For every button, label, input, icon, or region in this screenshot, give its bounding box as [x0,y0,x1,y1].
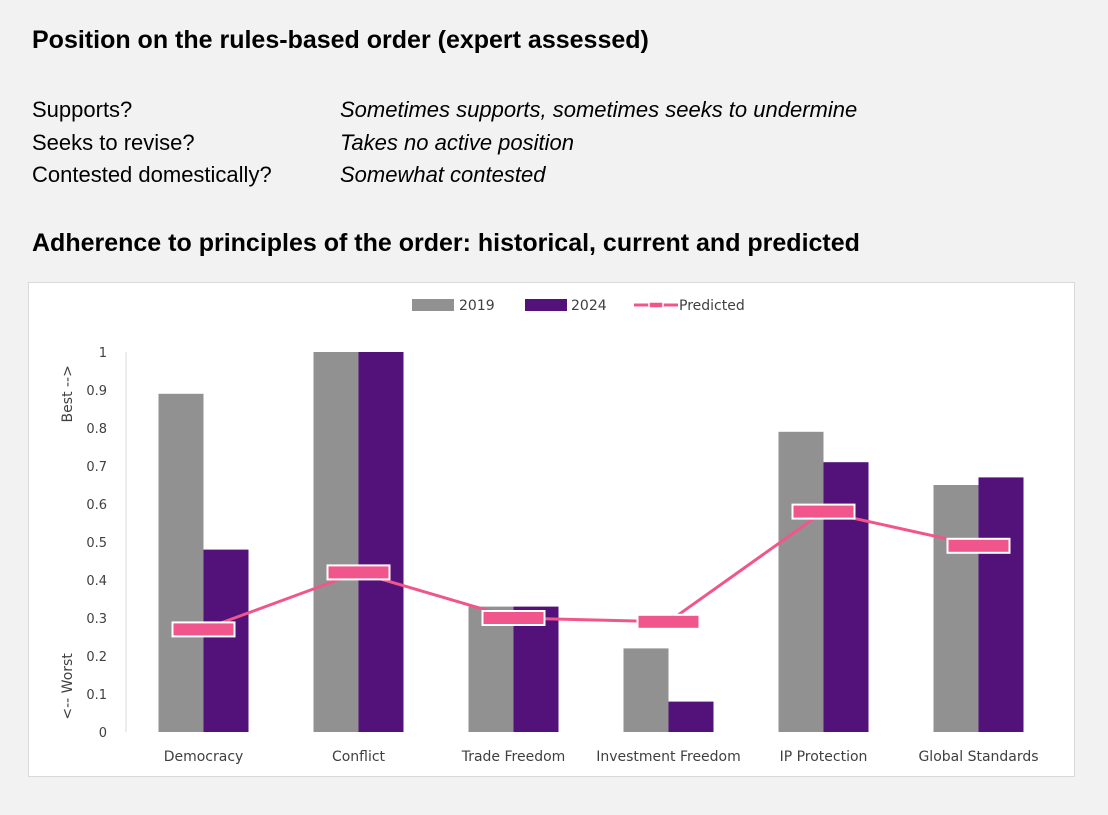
predicted-marker-conflict [326,564,391,581]
y-tick-label: 0.6 [86,498,107,513]
x-category-label: Global Standards [918,749,1038,765]
legend-swatch-2024 [525,299,567,311]
y-tick-label: 1 [99,346,107,361]
legend-label-predicted: Predicted [679,298,745,314]
position-table: Supports? Sometimes supports, sometimes … [32,94,857,192]
chart-canvas: 0 0.1 0.2 0.3 0.4 0.5 0.6 0.7 0.8 0.9 1 Best --> <--… [60,298,1039,765]
bar-2019-democracy [158,393,204,732]
bar-2019-trade-freedom [468,606,514,732]
y-tick-label: 0.4 [86,574,107,589]
y-tick-label: 0.3 [86,612,107,627]
position-question: Contested domestically? [32,162,272,187]
bar-2019-ip-protection [778,431,824,732]
x-category-label: Trade Freedom [461,749,566,765]
x-category-label: IP Protection [780,749,868,765]
position-row-supports: Supports? Sometimes supports, sometimes … [32,94,857,127]
bar-2019-global-standards [933,485,979,732]
legend-swatch-predicted-marker [648,301,664,309]
y-tick-label: 0.2 [86,650,107,665]
bar-2024-investment-freedom [668,701,714,732]
position-heading: Position on the rules-based order (exper… [32,26,649,54]
y-tick-label: 0.8 [86,422,107,437]
position-answer: Somewhat contested [340,162,546,187]
y-axis-label-worst: <-- Worst [60,653,76,720]
y-tick-label: 0.9 [86,384,107,399]
y-tick-label: 0.5 [86,536,107,551]
position-question: Supports? [32,97,133,122]
bar-2024-democracy [203,549,249,732]
y-axis-label-best: Best --> [60,365,76,422]
bar-2019-conflict [313,352,359,732]
legend-label-2019: 2019 [459,298,495,314]
y-tick-label: 0 [99,726,107,741]
position-answer: Takes no active position [340,129,574,155]
x-category-label: Conflict [332,749,386,765]
bar-2024-global-standards [978,477,1024,732]
bar-2019-investment-freedom [623,648,669,732]
x-category-label: Investment Freedom [596,749,741,765]
y-tick-label: 0.7 [86,460,107,475]
chart-heading: Adherence to principles of the order: hi… [32,229,860,257]
predicted-marker-ip-protection [791,503,856,520]
predicted-marker-democracy [171,621,236,638]
bar-2024-ip-protection [823,462,869,732]
legend-swatch-2019 [412,299,454,311]
position-question: Seeks to revise? [32,129,195,155]
predicted-marker-trade-freedom [481,610,546,626]
legend-label-2024: 2024 [571,298,607,314]
position-answer: Sometimes supports, sometimes seeks to u… [340,97,858,122]
predicted-marker-investment-freedom [636,613,701,630]
predicted-marker-global-standards [946,537,1011,554]
position-row-contested: Contested domestically? Somewhat contest… [32,159,857,192]
adherence-chart: 0 0.1 0.2 0.3 0.4 0.5 0.6 0.7 0.8 0.9 1 Best --> <--… [28,282,1075,777]
bar-2024-conflict [358,352,404,732]
y-tick-label: 0.1 [86,688,107,703]
bar-2024-trade-freedom [513,606,559,732]
position-row-revise: Seeks to revise? Takes no active positio… [32,127,857,160]
x-category-label: Democracy [164,749,244,765]
